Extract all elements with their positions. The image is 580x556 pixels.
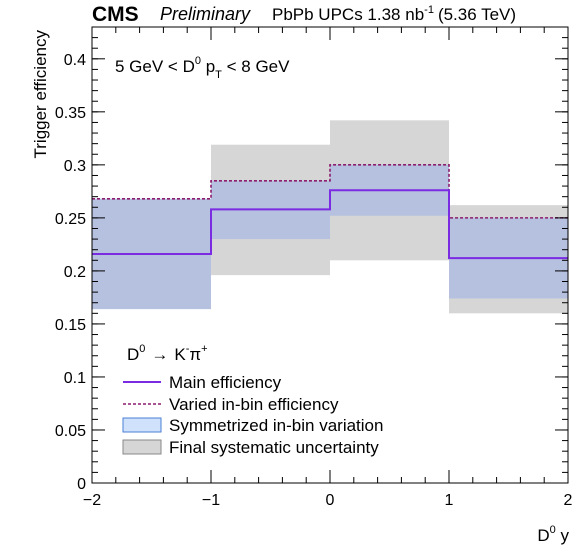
x-tick-label: 0 (326, 492, 335, 509)
y-axis-title: Trigger efficiency (31, 30, 50, 159)
legend-sym-label: Symmetrized in-bin variation (169, 416, 383, 435)
decay-d-sup: 0 (139, 343, 145, 355)
decay-k-sup: - (186, 343, 190, 355)
legend: D0 → K-π+ Main efficiency Varied in-bin ef… (122, 343, 383, 457)
legend-syst-label: Final systematic uncertainty (169, 438, 379, 457)
x-tick-label: 2 (564, 492, 573, 509)
x-tick-label: −2 (83, 492, 101, 509)
legend-varied-label: Varied in-bin efficiency (169, 395, 339, 414)
experiment-label: CMS (92, 3, 139, 26)
y-tick-label: 0 (77, 476, 86, 493)
y-tick-label: 0.4 (64, 52, 86, 69)
decay-arrow: → (151, 345, 168, 364)
selection-sup: 0 (195, 55, 201, 67)
x-axis-title-var: y (556, 526, 570, 545)
selection-label: 5 GeV < D0 pT < 8 GeV (115, 55, 290, 81)
selection-part3: < 8 GeV (222, 57, 290, 76)
dataset-label: PbPb UPCs 1.38 nb-1 (5.36 TeV) (272, 4, 516, 24)
x-axis-title: D0 y (537, 524, 569, 545)
y-tick-label: 0.2 (64, 264, 86, 281)
status-label: Preliminary (160, 4, 251, 24)
selection-part1: 5 GeV < D (115, 57, 195, 76)
y-tick-label: 0.25 (55, 211, 86, 228)
x-axis-title-sup: 0 (550, 524, 556, 536)
in-bin-variation-bands (92, 164, 568, 310)
x-tick-label: 1 (445, 492, 454, 509)
legend-main-label: Main efficiency (169, 373, 282, 392)
decay-pi-sup: + (201, 343, 207, 355)
legend-sym-swatch (122, 417, 162, 433)
y-tick-label: 0.1 (64, 370, 86, 387)
selection-sub: T (215, 69, 222, 81)
dataset-text: PbPb UPCs 1.38 nb (272, 5, 424, 24)
legend-decay-label: D0 → K-π+ (127, 343, 208, 364)
axes: 0 0.05 0.1 0.15 0.2 0.25 0.3 0.35 0.4 −2 −1 0 1 2 (55, 26, 573, 509)
x-axis-title-main: D (537, 526, 549, 545)
selection-part2: p (201, 57, 215, 76)
lumi-exponent: -1 (424, 4, 434, 16)
energy-text: (5.36 TeV) (438, 5, 516, 24)
decay-d: D (127, 345, 139, 364)
x-tick-label: −1 (202, 492, 220, 509)
y-tick-label: 0.35 (55, 105, 86, 122)
y-tick-label: 0.05 (55, 423, 86, 440)
decay-pi: π (189, 345, 201, 364)
y-tick-label: 0.15 (55, 317, 86, 334)
y-tick-label: 0.3 (64, 158, 86, 175)
efficiency-lines (92, 164, 568, 260)
legend-syst-swatch (122, 439, 162, 455)
main-efficiency-line (92, 189, 568, 260)
decay-k: K (174, 345, 186, 364)
